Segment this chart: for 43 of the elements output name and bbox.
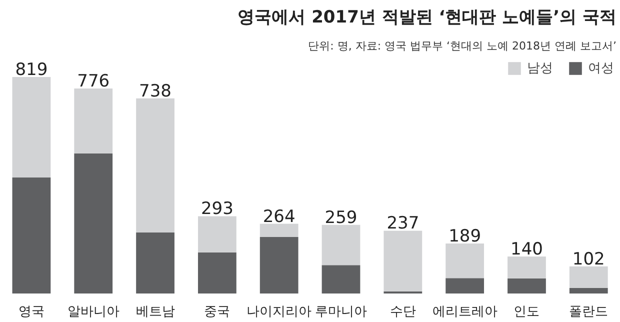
bar	[260, 236, 298, 294]
annotation: 738	[139, 81, 172, 102]
x-tick-label: 인도	[514, 304, 540, 320]
bar	[569, 288, 608, 294]
bar	[322, 224, 360, 266]
annotation: 140	[510, 239, 543, 260]
bar	[12, 177, 51, 294]
x-tick-label: 중국	[204, 304, 230, 320]
bar	[508, 278, 546, 294]
annotation: 259	[324, 208, 358, 228]
x-tick-label: 베트남	[136, 304, 175, 320]
x-tick-label: 수단	[390, 304, 416, 320]
chart-title: 영국에서 2017년 적발된 ‘현대판 노예들’의 국적	[238, 8, 617, 28]
annotation: 776	[77, 71, 110, 92]
bar	[569, 266, 608, 288]
legend-label: 남성	[527, 60, 553, 77]
bar	[198, 252, 236, 294]
x-tick-label: 알바니아	[67, 304, 120, 320]
x-tick-label: 폴란드	[569, 304, 608, 320]
bar	[136, 232, 174, 294]
bar	[446, 278, 484, 294]
annotation: 189	[448, 226, 482, 246]
bar	[322, 265, 360, 294]
annotation: 237	[386, 214, 420, 234]
bar	[198, 216, 236, 252]
chart-subtitle: 단위: 명, 자료: 영국 법무부 ‘현대의 노예 2018년 연례 보고서’	[308, 40, 617, 52]
bar	[74, 153, 113, 294]
annotation: 264	[262, 206, 296, 227]
legend-label: 여성	[588, 60, 614, 77]
bar	[12, 76, 51, 178]
x-tick-label: 루마니아	[315, 304, 368, 320]
x-tick-label: 나이지리아	[246, 304, 312, 320]
annotation: 293	[200, 199, 234, 220]
bar	[446, 243, 484, 278]
x-tick-label: 영국	[18, 304, 44, 320]
bar	[508, 256, 546, 278]
x-tick-label: 에리트레아	[432, 304, 498, 320]
bar	[74, 88, 113, 154]
annotation: 102	[572, 249, 605, 270]
bar	[136, 98, 174, 232]
bar	[260, 224, 298, 237]
bar	[384, 230, 422, 292]
annotation: 819	[15, 60, 48, 80]
